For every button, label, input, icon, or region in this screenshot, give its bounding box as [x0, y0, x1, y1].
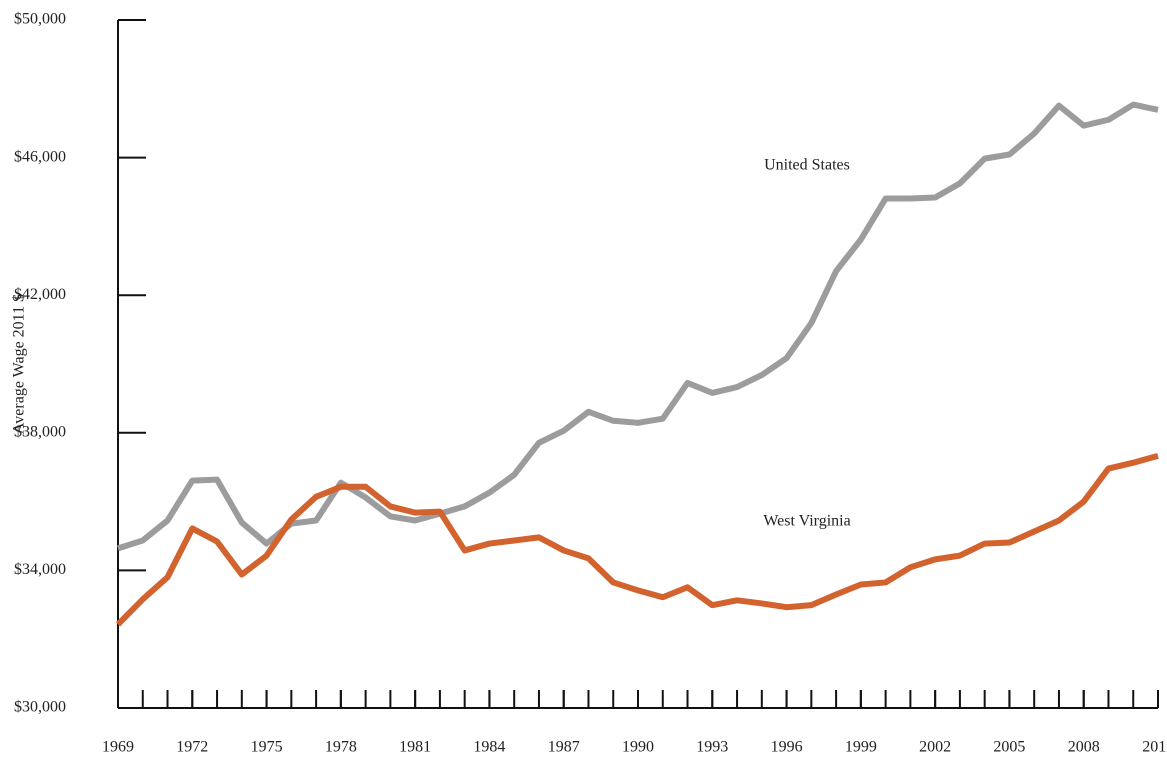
series-line	[115, 452, 1159, 627]
x-tick-label: 1978	[325, 739, 357, 756]
y-tick-label: $46,000	[14, 148, 66, 165]
x-tick-label: 2011	[1142, 739, 1167, 756]
x-tick-label: 1987	[548, 739, 580, 756]
x-tick-label: 1972	[176, 739, 208, 756]
y-tick-label: $30,000	[14, 699, 66, 716]
x-tick-label: 1996	[771, 739, 803, 756]
y-tick-label: $38,000	[14, 423, 66, 440]
series-label: United States	[764, 157, 850, 174]
x-tick-label: 1969	[102, 739, 134, 756]
y-tick-label: $50,000	[14, 11, 66, 28]
y-tick-label: $42,000	[14, 286, 66, 303]
series-label: West Virginia	[763, 513, 850, 530]
x-tick-label: 1975	[251, 739, 283, 756]
y-tick-label: $34,000	[14, 561, 66, 578]
x-tick-label: 1984	[473, 739, 505, 756]
x-tick-label: 1981	[399, 739, 431, 756]
x-tick-label: 1999	[845, 739, 877, 756]
y-axis-label: Average Wage 2011 $	[11, 294, 28, 434]
x-tick-label: 1993	[696, 739, 728, 756]
series-line	[117, 101, 1159, 552]
x-tick-label: 2002	[919, 739, 951, 756]
x-tick-label: 1990	[622, 739, 654, 756]
x-tick-label: 2005	[993, 739, 1025, 756]
x-tick-label: 2008	[1068, 739, 1100, 756]
